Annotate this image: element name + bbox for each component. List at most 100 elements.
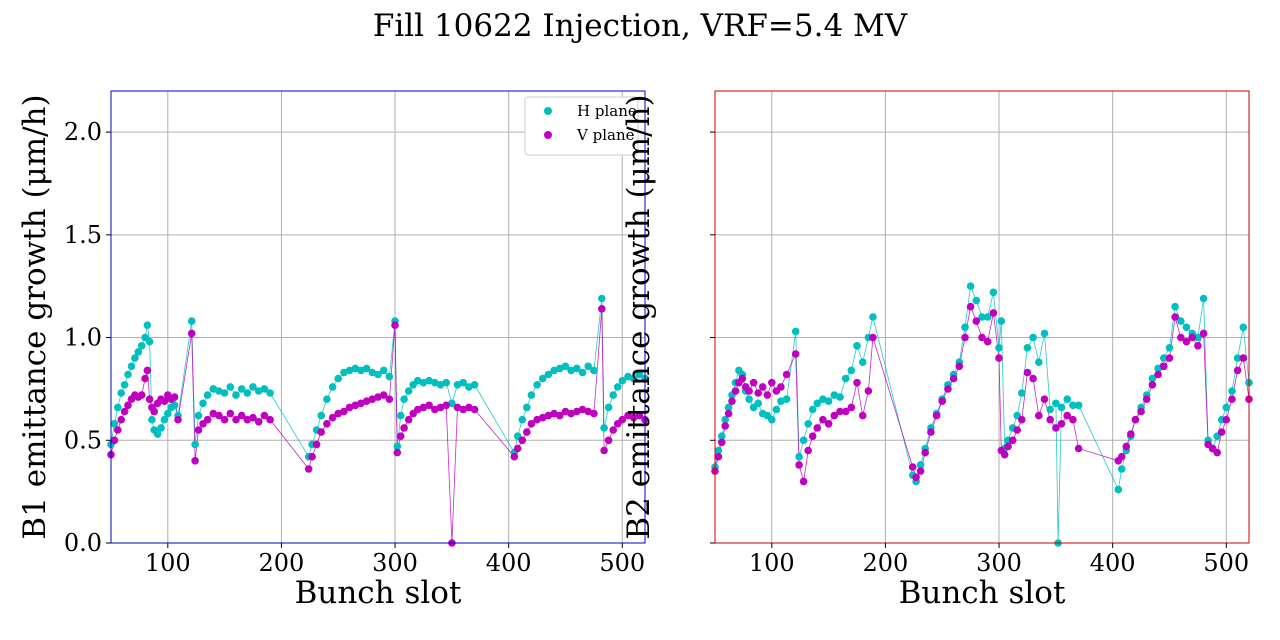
h-plane-point: [400, 395, 408, 404]
v-plane-point: [573, 407, 581, 416]
h-plane-point: [533, 381, 541, 389]
v-plane-point: [1004, 442, 1012, 451]
h-plane-point: [841, 374, 850, 383]
v-plane-point: [598, 305, 606, 313]
h-plane-point: [114, 403, 122, 412]
v-plane-point: [1013, 426, 1021, 434]
v-plane-point: [249, 413, 257, 422]
v-plane-point: [908, 463, 917, 471]
legend-h-plane-label: H plane: [577, 102, 637, 120]
h-plane-point: [199, 399, 207, 408]
v-plane-point: [847, 403, 856, 412]
v-plane-point: [1194, 342, 1202, 350]
v-plane-point: [114, 426, 122, 434]
h-plane-point: [997, 317, 1006, 325]
v-plane-point: [425, 401, 433, 410]
v-plane-point: [374, 393, 382, 401]
b1-y-axis-label: B1 emittance growth (μm/h): [17, 94, 53, 539]
v-plane-point: [379, 391, 388, 399]
v-plane-point: [714, 452, 723, 461]
h-plane-point: [629, 374, 638, 383]
h-plane-point: [226, 383, 235, 391]
v-plane-point: [470, 405, 479, 414]
h-plane-point: [220, 389, 229, 397]
h-plane-point: [345, 366, 354, 375]
h-plane-point: [777, 397, 785, 406]
h-plane-point: [604, 403, 613, 412]
v-plane-point: [187, 329, 196, 338]
h-plane-point: [379, 366, 388, 375]
v-plane-point: [1069, 415, 1077, 424]
v-plane-point: [728, 397, 736, 406]
v-plane-point: [419, 403, 428, 412]
v-plane-point: [174, 415, 182, 424]
v-plane-point: [232, 415, 240, 424]
v-plane-point: [368, 395, 377, 404]
h-plane-point: [323, 395, 331, 404]
v-plane-point: [459, 405, 468, 414]
v-plane-point: [266, 415, 274, 424]
v-plane-point: [629, 413, 638, 422]
b1-tick-labels: 100 200 300 400 500 0.0 0.5 1.0 1.5 2.0: [64, 118, 645, 577]
b1-plot-frame: [110, 90, 646, 544]
h-plane-point: [385, 372, 394, 381]
h-plane-point: [1040, 329, 1049, 338]
h-plane-point: [1046, 405, 1054, 414]
h-plane-point: [573, 364, 581, 373]
v-plane-point: [972, 317, 981, 325]
v-plane-point: [334, 409, 343, 418]
v-plane-point: [1035, 411, 1043, 420]
v-plane-point: [544, 411, 553, 420]
h-plane-point: [1035, 358, 1043, 367]
h-plane-point: [609, 391, 617, 399]
h-plane-point: [436, 381, 445, 389]
v-plane-point: [864, 387, 873, 395]
h-plane-point: [966, 282, 975, 291]
h-plane-point: [117, 389, 125, 397]
h-plane-point: [1114, 485, 1123, 494]
h-plane-point: [465, 383, 473, 391]
v-plane-point: [1233, 366, 1242, 375]
v-plane-point: [791, 350, 800, 358]
x-tick-label: 300: [372, 549, 418, 577]
v-plane-point: [938, 397, 946, 406]
v-plane-point: [824, 420, 833, 428]
b1-grid: [111, 91, 645, 544]
v-plane-point: [323, 420, 331, 428]
h-plane-point: [137, 342, 146, 350]
v-plane-point: [237, 411, 246, 420]
v-plane-point: [393, 448, 402, 457]
v-plane-point: [1023, 368, 1032, 377]
h-plane-point: [1117, 465, 1126, 473]
h-plane-point: [724, 403, 733, 412]
v-plane-point: [841, 407, 850, 416]
v-plane-point: [745, 387, 753, 395]
v-plane-point: [869, 333, 877, 342]
h-plane-point: [590, 366, 598, 375]
legend-h-plane-marker: [544, 107, 552, 115]
h-plane-point: [340, 368, 348, 377]
v-plane-point: [1160, 362, 1168, 371]
v-plane-point: [117, 415, 125, 424]
h-plane-point: [1052, 399, 1060, 408]
v-plane-point: [137, 391, 146, 399]
v-plane-point: [1177, 333, 1185, 342]
h-plane-point: [124, 370, 132, 379]
legend-v-plane-label: V plane: [576, 126, 635, 144]
b2-tick-labels: 100 200 300 400 500: [710, 131, 1249, 577]
v-plane-point: [1117, 452, 1126, 461]
h-plane-point: [260, 385, 269, 393]
h-plane-point: [618, 376, 627, 385]
h-plane-point: [328, 383, 337, 391]
v-plane-point: [317, 428, 326, 436]
v-plane-point: [304, 465, 313, 473]
h-plane-point: [1069, 401, 1077, 410]
h-plane-point: [368, 368, 377, 377]
b2-plot-frame: [714, 90, 1250, 544]
h-plane-point: [170, 401, 179, 410]
v-plane-point: [510, 452, 519, 461]
h-plane-point: [393, 442, 402, 451]
v-plane-point: [453, 403, 462, 412]
h-plane-point: [203, 391, 212, 399]
h-plane-point: [961, 323, 969, 332]
